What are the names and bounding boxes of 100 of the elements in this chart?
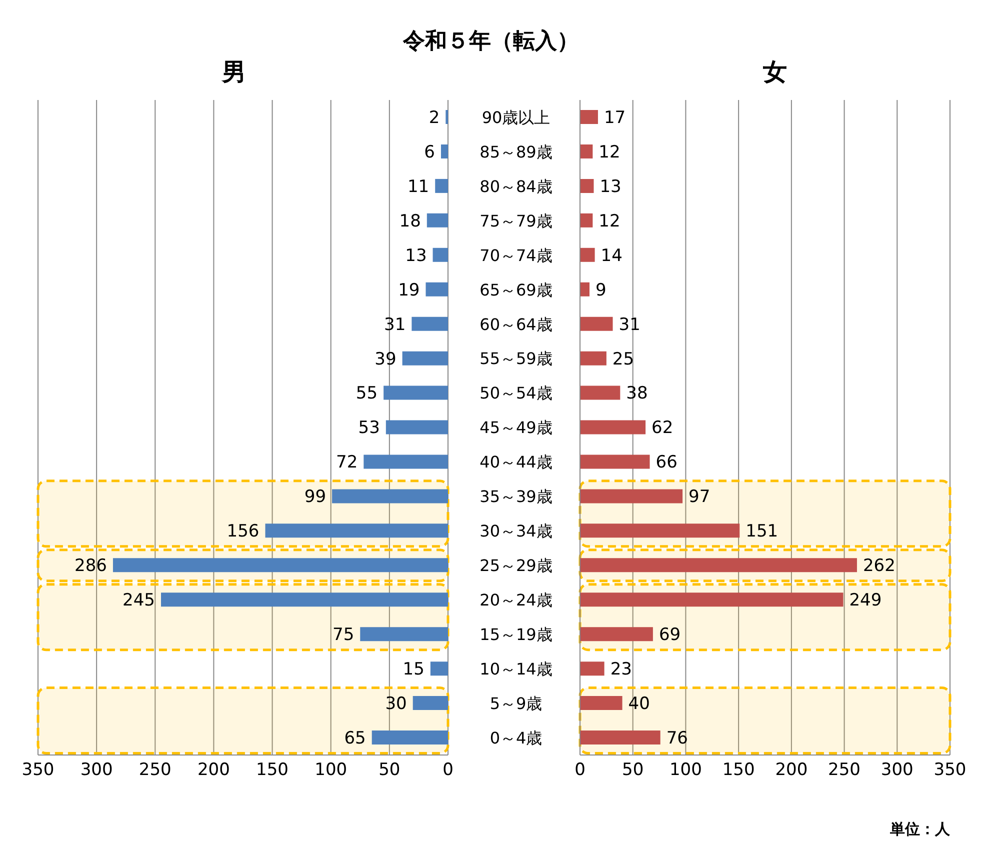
x-tick-label: 100 <box>314 760 348 780</box>
bar <box>580 144 593 158</box>
data-label: 6 <box>424 142 435 162</box>
x-tick-label: 0 <box>442 760 454 780</box>
y-tick-label: 25～29歳 <box>480 556 552 576</box>
bar <box>386 420 448 434</box>
data-label: 286 <box>74 556 107 576</box>
bar <box>580 627 653 642</box>
bar <box>430 662 448 676</box>
bar <box>580 662 604 676</box>
bar <box>580 696 622 710</box>
data-label: 53 <box>358 418 380 438</box>
bar <box>580 592 844 607</box>
bar <box>580 524 740 538</box>
data-label: 99 <box>304 487 326 508</box>
bar <box>440 144 448 158</box>
bar <box>265 524 448 538</box>
bar <box>412 696 448 710</box>
data-label: 262 <box>862 556 896 576</box>
data-label: 72 <box>336 452 358 473</box>
data-label: 25 <box>612 349 634 370</box>
data-label: 156 <box>226 522 260 542</box>
x-tick-label: 150 <box>722 760 755 780</box>
bar <box>360 627 448 642</box>
chart-subtitle: 男 <box>220 57 247 88</box>
bar <box>580 178 594 193</box>
y-tick-label: 10～14歳 <box>480 659 552 678</box>
x-tick-label: 50 <box>622 760 644 780</box>
data-label: 14 <box>600 246 622 266</box>
x-tick-label: 200 <box>197 760 230 780</box>
data-label: 245 <box>122 590 155 611</box>
bar <box>426 282 448 296</box>
data-label: 15 <box>402 660 424 680</box>
data-label: 55 <box>356 384 378 404</box>
data-label: 12 <box>598 211 620 232</box>
x-tick-label: 150 <box>256 760 289 780</box>
y-tick-label: 15～19歳 <box>480 625 552 644</box>
bar <box>384 386 448 400</box>
bar <box>580 351 606 366</box>
bar <box>580 110 598 124</box>
data-label: 38 <box>626 384 648 404</box>
data-label: 13 <box>405 246 427 266</box>
bar <box>412 316 448 331</box>
bar <box>372 730 448 745</box>
data-label: 39 <box>374 349 396 370</box>
bar <box>580 558 857 572</box>
data-label: 19 <box>398 280 420 300</box>
bar <box>435 178 448 193</box>
x-tick-label: 300 <box>80 760 113 780</box>
bar <box>580 316 613 331</box>
bar <box>432 248 448 262</box>
y-tick-label: 90歳以上 <box>482 108 550 127</box>
data-label: 76 <box>666 728 688 748</box>
data-label: 40 <box>628 694 650 714</box>
x-tick-label: 0 <box>574 760 586 780</box>
y-tick-label: 70～74歳 <box>480 246 552 265</box>
data-label: 75 <box>332 625 354 646</box>
bar <box>161 592 448 607</box>
y-tick-label: 55～59歳 <box>480 349 552 368</box>
x-tick-label: 350 <box>22 760 54 780</box>
x-tick-label: 100 <box>669 760 702 780</box>
y-tick-label: 65～69歳 <box>480 280 552 300</box>
y-tick-label: 35～39歳 <box>480 487 552 506</box>
chart-subtitle: 女 <box>762 57 788 88</box>
chart-title: 令和５年（転入） <box>402 28 580 56</box>
data-label: 2 <box>428 108 440 128</box>
data-label: 18 <box>399 211 421 232</box>
y-tick-label: 0～4歳 <box>490 728 542 748</box>
data-label: 11 <box>407 176 430 197</box>
y-tick-label: 45～49歳 <box>480 418 552 438</box>
data-label: 31 <box>384 314 406 335</box>
bar <box>402 351 448 366</box>
bar <box>580 248 595 262</box>
text: 単位：人 <box>889 820 951 839</box>
y-tick-label: 60～64歳 <box>480 314 552 334</box>
bar <box>580 730 660 745</box>
y-tick-label: 5～9歳 <box>490 694 542 713</box>
bar <box>332 489 448 504</box>
y-tick-label: 85～89歳 <box>480 142 552 162</box>
data-label: 23 <box>610 660 632 680</box>
x-tick-label: 350 <box>934 760 966 780</box>
x-tick-label: 200 <box>775 760 808 780</box>
y-tick-label: 80～84歳 <box>480 176 552 196</box>
data-label: 65 <box>344 728 366 748</box>
y-tick-label: 50～54歳 <box>480 384 552 403</box>
bar <box>580 386 620 400</box>
x-tick-label: 250 <box>138 760 172 780</box>
y-tick-label: 75～79歳 <box>480 211 552 230</box>
bar <box>426 213 448 228</box>
bar <box>580 282 590 296</box>
data-label: 66 <box>656 452 678 473</box>
data-label: 62 <box>652 418 674 438</box>
y-tick-label: 40～44歳 <box>480 452 552 472</box>
x-tick-label: 50 <box>378 760 400 780</box>
data-label: 13 <box>600 176 622 197</box>
data-label: 30 <box>385 694 407 714</box>
data-label: 151 <box>746 522 778 542</box>
y-tick-label: 30～34歳 <box>480 522 552 541</box>
bar <box>580 420 646 434</box>
data-label: 31 <box>618 314 640 335</box>
